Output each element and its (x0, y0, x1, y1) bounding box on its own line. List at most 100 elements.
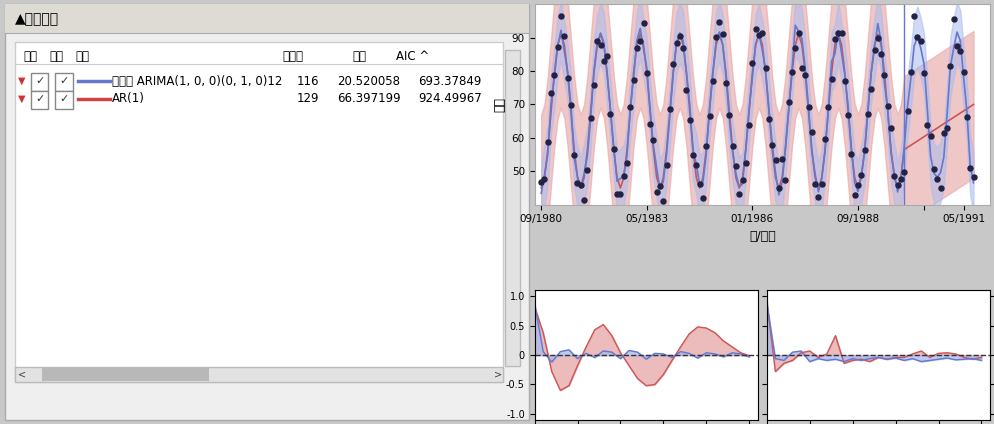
Point (556, 32, 572, 39)
Point (592, 42, 608, 48)
X-axis label: 月/年份: 月/年份 (748, 230, 775, 243)
Point (536, 176, 552, 183)
Point (902, 69, 917, 75)
Point (911, 38, 927, 45)
Point (675, 45, 691, 51)
Point (641, 120, 657, 127)
Point (786, 45, 802, 51)
Point (829, 30, 845, 36)
Text: 693.37849: 693.37849 (417, 75, 481, 88)
Point (873, 50, 889, 57)
Point (605, 145, 621, 152)
Point (549, 44, 565, 51)
Text: 图形: 图形 (50, 50, 64, 63)
Point (866, 46, 882, 53)
Point (724, 142, 740, 149)
Point (569, 180, 584, 187)
Point (889, 181, 905, 188)
Point (869, 35, 885, 42)
FancyBboxPatch shape (16, 367, 502, 382)
Text: 方差: 方差 (352, 50, 366, 63)
Point (935, 130, 951, 137)
Point (948, 42, 964, 49)
FancyBboxPatch shape (31, 73, 49, 91)
Point (573, 182, 588, 189)
Point (648, 189, 664, 195)
Point (958, 114, 974, 120)
Point (665, 61, 681, 67)
Point (915, 70, 931, 76)
Point (553, 12, 569, 19)
Point (741, 122, 756, 128)
Point (770, 185, 786, 192)
Point (621, 103, 637, 110)
Point (612, 191, 628, 198)
Point (750, 32, 766, 39)
Point (668, 39, 684, 46)
Point (879, 103, 895, 110)
Point (559, 75, 575, 81)
Point (728, 163, 744, 170)
Point (833, 30, 849, 36)
Point (655, 197, 671, 204)
Point (533, 179, 549, 186)
Point (618, 159, 634, 166)
Point (711, 19, 727, 25)
Point (918, 121, 934, 128)
Point (576, 197, 591, 204)
Point (638, 70, 654, 76)
Point (694, 195, 710, 202)
Point (931, 185, 947, 192)
Point (585, 81, 601, 88)
Point (836, 78, 852, 84)
Point (579, 166, 594, 173)
Point (783, 68, 799, 75)
Point (954, 68, 970, 75)
Point (546, 72, 562, 79)
Point (628, 45, 644, 51)
Point (671, 32, 687, 39)
Point (906, 12, 921, 19)
Point (886, 172, 902, 179)
Point (803, 129, 819, 136)
Point (744, 60, 759, 67)
FancyBboxPatch shape (5, 4, 528, 33)
FancyBboxPatch shape (42, 368, 209, 381)
Point (899, 108, 914, 115)
Text: 模型: 模型 (76, 50, 89, 63)
Point (598, 52, 614, 59)
Point (608, 191, 624, 198)
Point (615, 173, 631, 180)
Point (731, 190, 746, 197)
Point (763, 142, 779, 149)
Point (708, 34, 724, 41)
Point (793, 64, 809, 71)
Text: 66.397199: 66.397199 (336, 92, 400, 106)
Point (951, 48, 967, 55)
FancyBboxPatch shape (16, 42, 502, 382)
Text: 季节性 ARIMA(1, 0, 0)(0, 1, 0)12: 季节性 ARIMA(1, 0, 0)(0, 1, 0)12 (112, 75, 282, 88)
Point (961, 165, 977, 171)
Point (688, 162, 704, 169)
Text: AIC ^: AIC ^ (396, 50, 428, 63)
Point (753, 30, 769, 36)
Point (543, 90, 559, 97)
Point (909, 33, 924, 40)
Point (595, 58, 611, 64)
Point (813, 180, 829, 187)
Point (645, 137, 661, 143)
Point (928, 176, 944, 182)
Point (846, 191, 862, 198)
Point (704, 77, 720, 84)
Point (780, 98, 796, 105)
Text: >: > (494, 369, 502, 379)
Point (849, 181, 865, 188)
Point (756, 65, 772, 72)
Point (701, 112, 717, 119)
Point (859, 111, 875, 117)
Text: 924.49967: 924.49967 (417, 92, 481, 106)
Text: 报表: 报表 (23, 50, 37, 63)
FancyBboxPatch shape (505, 50, 519, 366)
Text: ✓: ✓ (35, 94, 44, 104)
Point (938, 124, 954, 131)
